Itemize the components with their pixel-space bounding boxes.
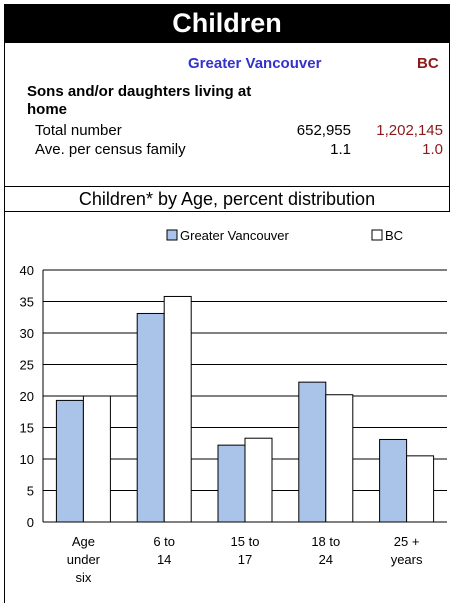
x-tick-label: Age bbox=[72, 534, 95, 549]
y-tick-label: 35 bbox=[20, 295, 34, 310]
bar-greater-vancouver bbox=[298, 381, 327, 523]
column-header-greater-vancouver: Greater Vancouver bbox=[188, 55, 322, 72]
bar-bc bbox=[163, 295, 192, 523]
x-tick-label: 25 + bbox=[394, 534, 420, 549]
stat-label: Total number bbox=[35, 122, 122, 139]
stat-value-bc: 1.0 bbox=[422, 141, 443, 158]
bar-chart: Greater Vancouver BC 0 5 10 15 20 25 30 35 40 Age un… bbox=[20, 228, 447, 585]
stat-row-total: Total number 652,955 1,202,145 bbox=[5, 122, 451, 140]
bar-bc bbox=[406, 455, 435, 523]
y-tick-label: 0 bbox=[27, 515, 34, 530]
stat-row-average: Ave. per census family 1.1 1.0 bbox=[5, 141, 451, 159]
stat-value-bc: 1,202,145 bbox=[376, 122, 443, 139]
bar-greater-vancouver bbox=[379, 438, 408, 523]
legend-label-0: Greater Vancouver bbox=[180, 228, 290, 243]
y-tick-label: 25 bbox=[20, 358, 34, 373]
chart-area: Greater Vancouver BC 0 5 10 15 20 25 30 35 40 Age un… bbox=[4, 212, 450, 603]
y-tick-label: 5 bbox=[27, 484, 34, 499]
bar-bc bbox=[82, 395, 111, 523]
legend-swatch-0 bbox=[166, 229, 178, 241]
y-tick-label: 10 bbox=[20, 452, 34, 467]
legend-label-1: BC bbox=[385, 228, 403, 243]
summary-box: Greater Vancouver BC Sons and/or daughte… bbox=[4, 43, 450, 186]
chart-title: Children* by Age, percent distribution bbox=[4, 186, 450, 212]
page-title: Children bbox=[4, 4, 450, 43]
bar-greater-vancouver bbox=[55, 399, 84, 523]
stat-value-greater-vancouver: 652,955 bbox=[296, 122, 351, 139]
stat-value-greater-vancouver: 1.1 bbox=[330, 141, 351, 158]
x-tick-label: 6 to bbox=[153, 534, 175, 549]
x-tick-label: six bbox=[75, 570, 91, 585]
x-tick-label: 24 bbox=[319, 552, 333, 567]
bar-bc bbox=[244, 437, 273, 523]
x-tick-label: under bbox=[67, 552, 101, 567]
bar-bc bbox=[325, 394, 354, 523]
bar-greater-vancouver bbox=[136, 312, 165, 523]
legend-swatch-1 bbox=[371, 229, 383, 241]
y-tick-label: 15 bbox=[20, 421, 34, 436]
y-tick-label: 40 bbox=[20, 263, 34, 278]
x-tick-label: 18 to bbox=[311, 534, 340, 549]
section-heading: Sons and/or daughters living at home bbox=[27, 83, 252, 118]
x-tick-label: years bbox=[391, 552, 423, 567]
column-header-bc: BC bbox=[417, 55, 439, 72]
y-tick-label: 20 bbox=[20, 389, 34, 404]
x-tick-label: 14 bbox=[157, 552, 171, 567]
x-tick-label: 15 to bbox=[231, 534, 260, 549]
x-tick-label: 17 bbox=[238, 552, 252, 567]
y-tick-label: 30 bbox=[20, 326, 34, 341]
stat-label: Ave. per census family bbox=[35, 141, 186, 158]
bar-greater-vancouver bbox=[217, 444, 246, 523]
